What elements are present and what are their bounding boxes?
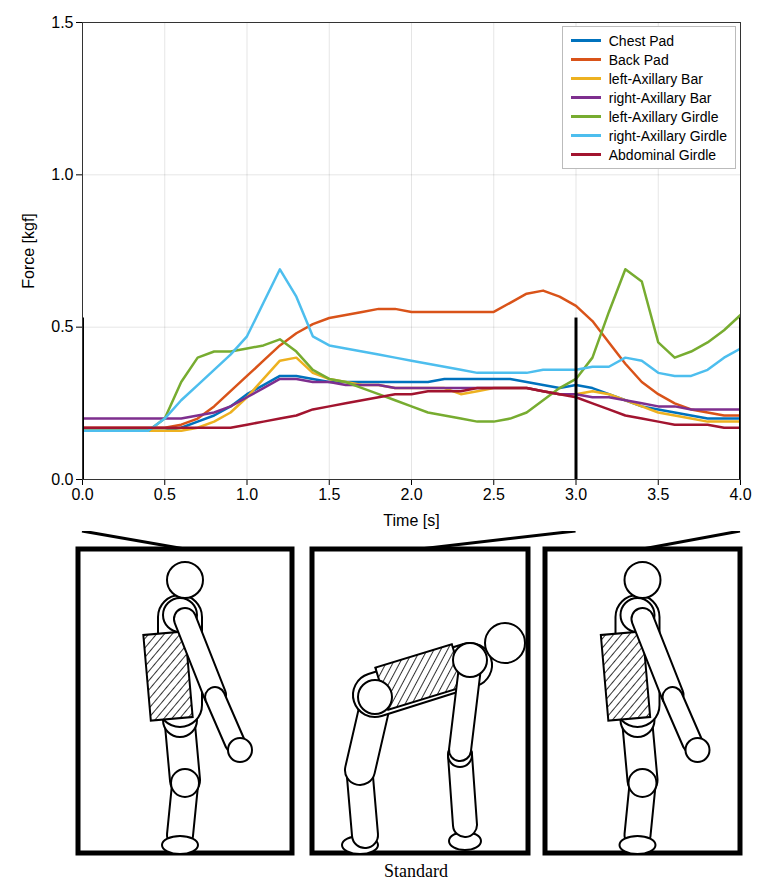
svg-text:3.5: 3.5 <box>647 486 669 503</box>
svg-text:0.5: 0.5 <box>51 318 73 335</box>
svg-text:0.5: 0.5 <box>154 486 176 503</box>
html-text:left-Axillary Girdle: left-Axillary Girdle <box>608 108 719 125</box>
svg-text:Force [kgf]: Force [kgf] <box>20 213 37 289</box>
svg-text:0.0: 0.0 <box>51 471 73 488</box>
html-text:left-Axillary Bar: left-Axillary Bar <box>608 70 703 87</box>
svg-text:1.0: 1.0 <box>51 166 73 183</box>
svg-text:0.0: 0.0 <box>71 486 93 503</box>
svg-text:1.5: 1.5 <box>318 486 340 503</box>
svg-text:4.0: 4.0 <box>729 486 751 503</box>
svg-text:Time [s]: Time [s] <box>383 512 439 529</box>
html-text:Standard: Standard <box>384 861 448 881</box>
svg-text:2.5: 2.5 <box>483 486 505 503</box>
html-text:Chest Pad: Chest Pad <box>608 32 675 49</box>
html-text:right-Axillary Girdle: right-Axillary Girdle <box>608 127 727 144</box>
svg-text:1.5: 1.5 <box>51 14 73 31</box>
html-text:Abdominal Girdle: Abdominal Girdle <box>608 146 717 163</box>
svg-text:1.0: 1.0 <box>236 486 258 503</box>
svg-text:2.0: 2.0 <box>400 486 422 503</box>
html-text:Back Pad: Back Pad <box>608 51 669 68</box>
svg-text:3.0: 3.0 <box>565 486 587 503</box>
html-text:right-Axillary Bar: right-Axillary Bar <box>608 89 712 106</box>
